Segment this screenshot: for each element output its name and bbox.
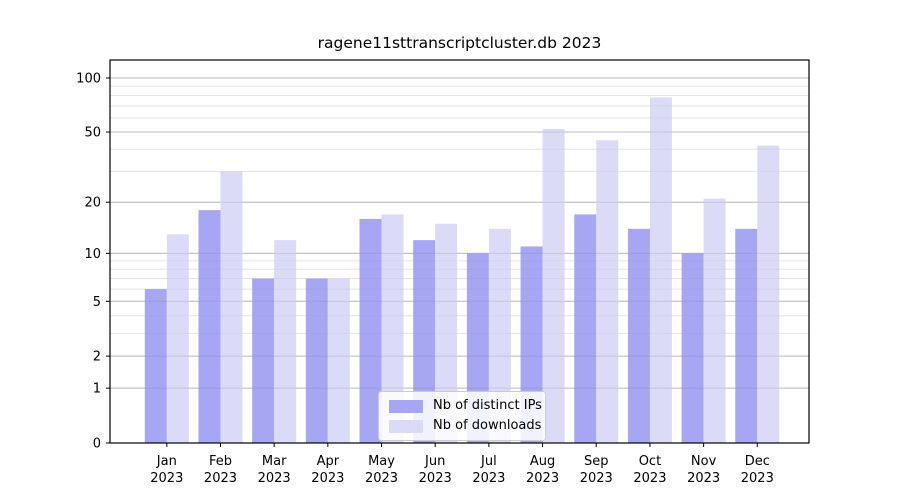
legend-label-distinct-ips: Nb of distinct IPs <box>433 398 542 413</box>
y-tick-label: 100 <box>76 72 101 87</box>
x-tick-label: Feb 2023 <box>204 454 237 486</box>
bar-downloads-jan <box>166 234 189 443</box>
bar-downloads-mar <box>274 240 297 443</box>
legend-swatch-downloads <box>389 419 423 433</box>
bar-downloads-sep <box>596 140 619 444</box>
y-tick-label: 2 <box>93 350 101 365</box>
x-tick-label: May 2023 <box>365 454 398 486</box>
y-tick-label: 5 <box>93 295 101 310</box>
bar-distinct-ips-may <box>359 218 382 443</box>
plot-frame <box>109 59 810 444</box>
x-tick-label: Jan 2023 <box>150 454 183 486</box>
x-tick-label: Nov 2023 <box>687 454 720 486</box>
bar-distinct-ips-oct <box>627 228 650 443</box>
y-tick-label: 10 <box>84 247 101 262</box>
x-tick-label: Jun 2023 <box>419 454 452 486</box>
legend-item-distinct-ips: Nb of distinct IPs <box>389 398 542 414</box>
bar-distinct-ips-dec <box>735 228 758 443</box>
bar-downloads-apr <box>327 278 350 443</box>
bar-distinct-ips-feb <box>198 210 221 443</box>
bar-distinct-ips-apr <box>305 278 328 443</box>
bar-downloads-nov <box>703 198 726 443</box>
bar-distinct-ips-mar <box>252 278 275 443</box>
x-tick-label: Jul 2023 <box>472 454 505 486</box>
y-tick-label: 20 <box>84 196 101 211</box>
bar-downloads-oct <box>649 97 672 444</box>
legend: Nb of distinct IPs Nb of downloads <box>378 391 546 441</box>
legend-label-downloads: Nb of downloads <box>433 418 542 433</box>
legend-swatch-distinct-ips <box>389 399 423 413</box>
y-tick-label: 50 <box>84 126 101 141</box>
x-tick-label: Aug 2023 <box>526 454 559 486</box>
bar-downloads-jul <box>488 228 511 443</box>
y-tick-label: 0 <box>93 437 101 452</box>
bar-distinct-ips-jan <box>144 289 167 443</box>
x-tick-label: Mar 2023 <box>258 454 291 486</box>
chart-title: ragene11sttranscriptcluster.db 2023 <box>317 34 602 52</box>
legend-item-downloads: Nb of downloads <box>389 418 542 434</box>
bar-distinct-ips-nov <box>681 253 704 443</box>
bar-downloads-aug <box>542 128 565 443</box>
bar-downloads-feb <box>220 171 243 443</box>
x-tick-label: Oct 2023 <box>633 454 666 486</box>
x-tick-label: Sep 2023 <box>580 454 613 486</box>
x-tick-label: Apr 2023 <box>311 454 344 486</box>
bar-downloads-jun <box>435 223 458 443</box>
x-tick-label: Dec 2023 <box>741 454 774 486</box>
bar-distinct-ips-sep <box>574 214 597 443</box>
bar-downloads-dec <box>757 145 780 443</box>
bar-downloads-may <box>381 214 404 443</box>
y-tick-label: 1 <box>93 382 101 397</box>
